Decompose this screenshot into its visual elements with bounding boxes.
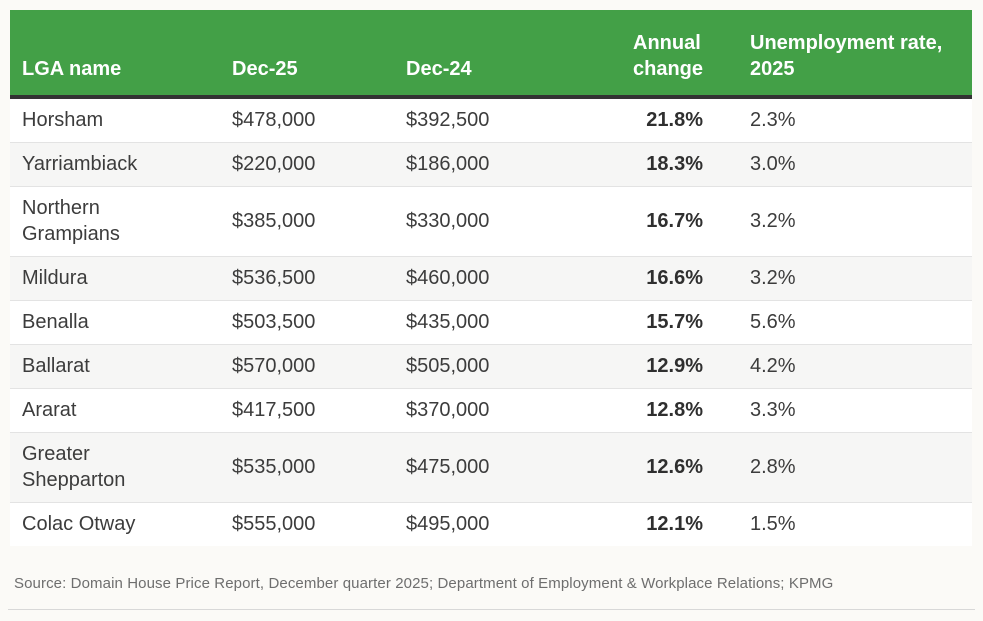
table-row: Greater Shepparton $535,000 $475,000 12.… [10,432,972,503]
annual-change-cell: 12.8% [633,388,718,433]
column-header-unemployment-rate: Unemployment rate, 2025 [718,10,972,99]
lga-name-cell: Benalla [10,300,232,345]
lga-name: Horsham [22,109,104,131]
lga-name: Yarriambiack [22,153,138,175]
lga-name: Ballarat [22,355,90,377]
dec-24-cell: $186,000 [406,142,633,187]
dec-25-cell: $503,500 [232,300,406,345]
column-header-lga-name: LGA name [10,10,232,99]
lga-name-cell: Horsham [10,96,232,143]
dec-25-cell: $385,000 [232,186,406,257]
lga-name: Ararat [22,399,77,421]
unemployment-rate-cell: 5.6% [718,300,972,345]
table-row: Ararat $417,500 $370,000 12.8% 3.3% [10,388,972,433]
column-header-label: LGA name [22,58,122,80]
column-header-annual-change: Annual change [633,10,718,99]
dec-24-cell: $435,000 [406,300,633,345]
column-header-label: Unemployment rate, 2025 [750,32,943,80]
lga-name-cell: Northern Grampians [10,186,232,257]
dec-25-cell: $220,000 [232,142,406,187]
lga-name-cell: Greater Shepparton [10,432,232,503]
dec-25-cell: $535,000 [232,432,406,503]
column-header-label: Dec-24 [406,58,472,80]
lga-name-cell: Colac Otway [10,502,232,546]
dec-24-cell: $495,000 [406,502,633,546]
dec-25-cell: $417,500 [232,388,406,433]
dec-24-cell: $475,000 [406,432,633,503]
table-body: Horsham $478,000 $392,500 21.8% 2.3% Yar… [10,96,972,546]
annual-change-cell: 12.6% [633,432,718,503]
table-row: Northern Grampians $385,000 $330,000 16.… [10,186,972,257]
lga-price-table-container: LGA name Dec-25 Dec-24 Annual change Une… [10,10,972,546]
dec-24-cell: $460,000 [406,256,633,301]
dec-24-cell: $505,000 [406,344,633,389]
annual-change-cell: 12.1% [633,502,718,546]
lga-name-cell: Yarriambiack [10,142,232,187]
lga-name: Benalla [22,311,89,333]
dec-25-cell: $536,500 [232,256,406,301]
column-header-dec-25: Dec-25 [232,10,406,99]
unemployment-rate-cell: 2.8% [718,432,972,503]
lga-name-cell: Mildura [10,256,232,301]
table-row: Benalla $503,500 $435,000 15.7% 5.6% [10,300,972,345]
annual-change-cell: 15.7% [633,300,718,345]
dec-24-cell: $330,000 [406,186,633,257]
unemployment-rate-cell: 2.3% [718,96,972,143]
annual-change-cell: 18.3% [633,142,718,187]
table-row: Horsham $478,000 $392,500 21.8% 2.3% [10,96,972,143]
lga-name-cell: Ararat [10,388,232,433]
lga-name: Northern Grampians [22,197,120,245]
dec-25-cell: $478,000 [232,96,406,143]
source-note: Source: Domain House Price Report, Decem… [14,575,834,592]
column-header-dec-24: Dec-24 [406,10,633,99]
table-row: Mildura $536,500 $460,000 16.6% 3.2% [10,256,972,301]
table-row: Colac Otway $555,000 $495,000 12.1% 1.5% [10,502,972,546]
header-row: LGA name Dec-25 Dec-24 Annual change Une… [10,10,972,99]
column-header-label: Annual change [633,32,704,80]
column-header-label: Dec-25 [232,58,298,80]
annual-change-cell: 16.6% [633,256,718,301]
dec-25-cell: $570,000 [232,344,406,389]
annual-change-cell: 21.8% [633,96,718,143]
unemployment-rate-cell: 4.2% [718,344,972,389]
lga-name: Mildura [22,267,88,289]
dec-24-cell: $370,000 [406,388,633,433]
table-header: LGA name Dec-25 Dec-24 Annual change Une… [10,10,972,99]
unemployment-rate-cell: 1.5% [718,502,972,546]
table-row: Ballarat $570,000 $505,000 12.9% 4.2% [10,344,972,389]
annual-change-cell: 16.7% [633,186,718,257]
dec-24-cell: $392,500 [406,96,633,143]
lga-name-cell: Ballarat [10,344,232,389]
unemployment-rate-cell: 3.2% [718,256,972,301]
lga-name: Colac Otway [22,513,136,535]
dec-25-cell: $555,000 [232,502,406,546]
lga-price-table: LGA name Dec-25 Dec-24 Annual change Une… [10,10,972,546]
bottom-divider [8,609,975,610]
unemployment-rate-cell: 3.3% [718,388,972,433]
lga-name: Greater Shepparton [22,443,126,491]
unemployment-rate-cell: 3.0% [718,142,972,187]
table-row: Yarriambiack $220,000 $186,000 18.3% 3.0… [10,142,972,187]
unemployment-rate-cell: 3.2% [718,186,972,257]
annual-change-cell: 12.9% [633,344,718,389]
